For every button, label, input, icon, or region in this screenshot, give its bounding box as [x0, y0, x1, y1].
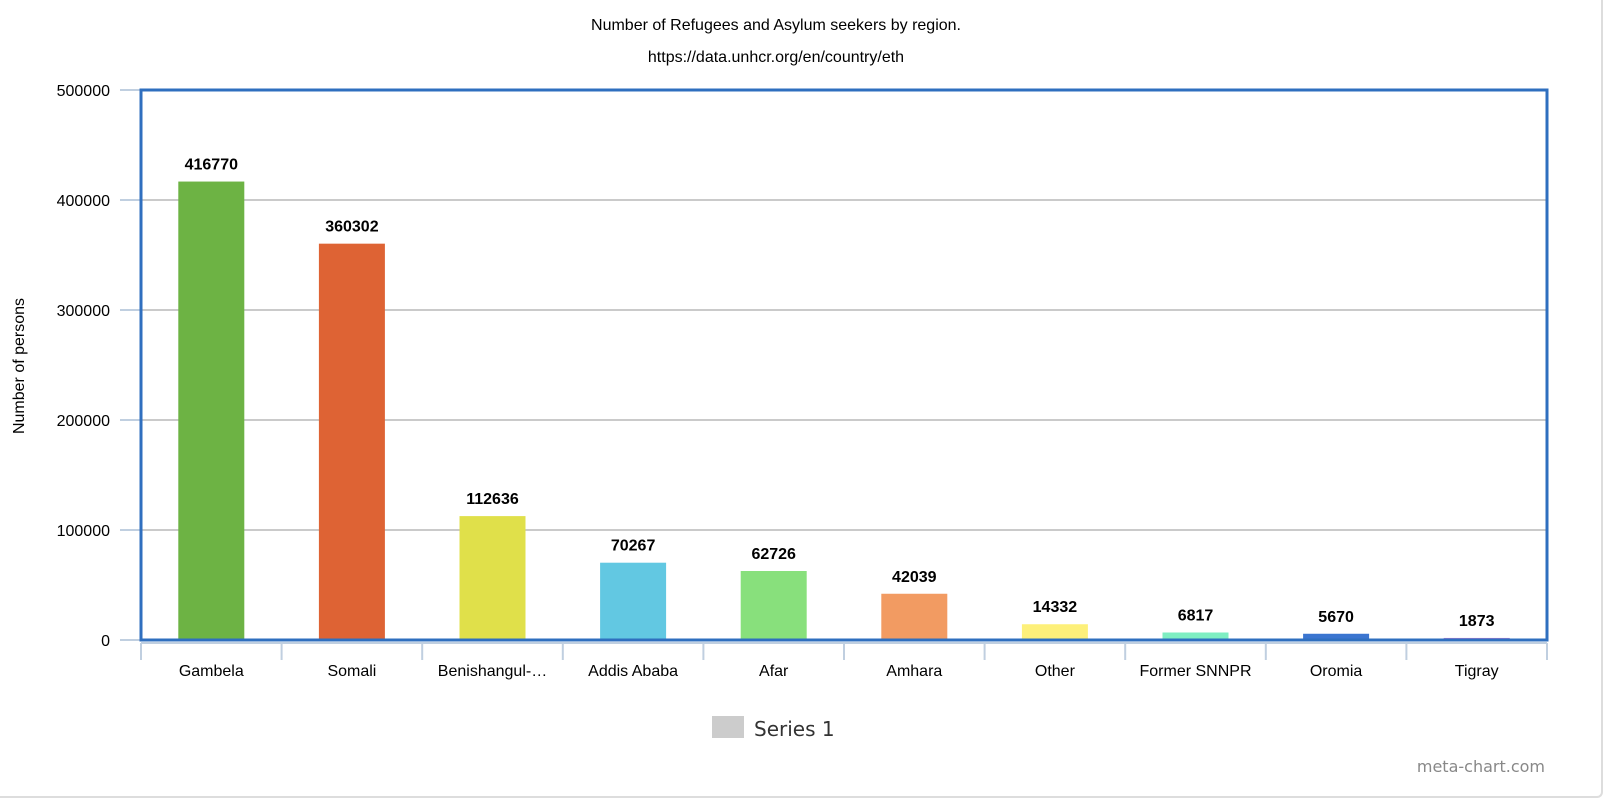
- bar-other: [1021, 624, 1088, 640]
- chart-subtitle: https://data.unhcr.org/en/country/eth: [648, 49, 904, 66]
- bar-gambela: [178, 181, 245, 641]
- bar-former-snnpr: [1162, 632, 1229, 640]
- x-tick-label: Oromia: [1310, 663, 1363, 680]
- data-label: 1873: [1459, 613, 1495, 630]
- bar-afar: [740, 571, 807, 640]
- bar-benishangul-: [459, 516, 526, 640]
- data-label: 416770: [185, 157, 238, 174]
- bar-addis-ababa: [600, 562, 667, 640]
- x-tick-label: Tigray: [1455, 663, 1499, 680]
- bar-oromia: [1303, 633, 1370, 640]
- y-axis-label: Number of persons: [11, 298, 28, 434]
- x-tick-label: Somali: [327, 663, 376, 680]
- data-label: 70267: [611, 538, 656, 555]
- legend-swatch[interactable]: [712, 716, 744, 738]
- y-tick-label: 200000: [57, 413, 110, 430]
- data-label: 42039: [892, 569, 937, 586]
- bar-amhara: [881, 593, 948, 640]
- x-tick-label: Benishangul-…: [438, 663, 547, 680]
- y-tick-label: 500000: [57, 83, 110, 100]
- data-label: 6817: [1178, 608, 1214, 625]
- bar-somali: [318, 243, 385, 641]
- chart-title: Number of Refugees and Asylum seekers by…: [591, 17, 961, 34]
- y-tick-label: 300000: [57, 303, 110, 320]
- data-label: 360302: [325, 219, 378, 236]
- data-label: 62726: [751, 546, 796, 563]
- x-tick-label: Gambela: [179, 663, 244, 680]
- x-tick-label: Amhara: [886, 663, 942, 680]
- data-label: 5670: [1318, 609, 1354, 626]
- data-label: 14332: [1033, 599, 1078, 616]
- y-tick-label: 0: [101, 633, 110, 650]
- plot-border: [139, 88, 1549, 642]
- y-tick-label: 100000: [57, 523, 110, 540]
- x-tick-label: Addis Ababa: [588, 663, 678, 680]
- x-tick-label: Former SNNPR: [1139, 663, 1251, 680]
- x-tick-label: Afar: [759, 663, 789, 680]
- y-tick-label: 400000: [57, 193, 110, 210]
- data-label: 112636: [466, 491, 519, 508]
- legend-series-1[interactable]: Series 1: [754, 717, 835, 741]
- credit-text[interactable]: meta-chart.com: [1417, 757, 1545, 776]
- x-tick-label: Other: [1035, 663, 1076, 680]
